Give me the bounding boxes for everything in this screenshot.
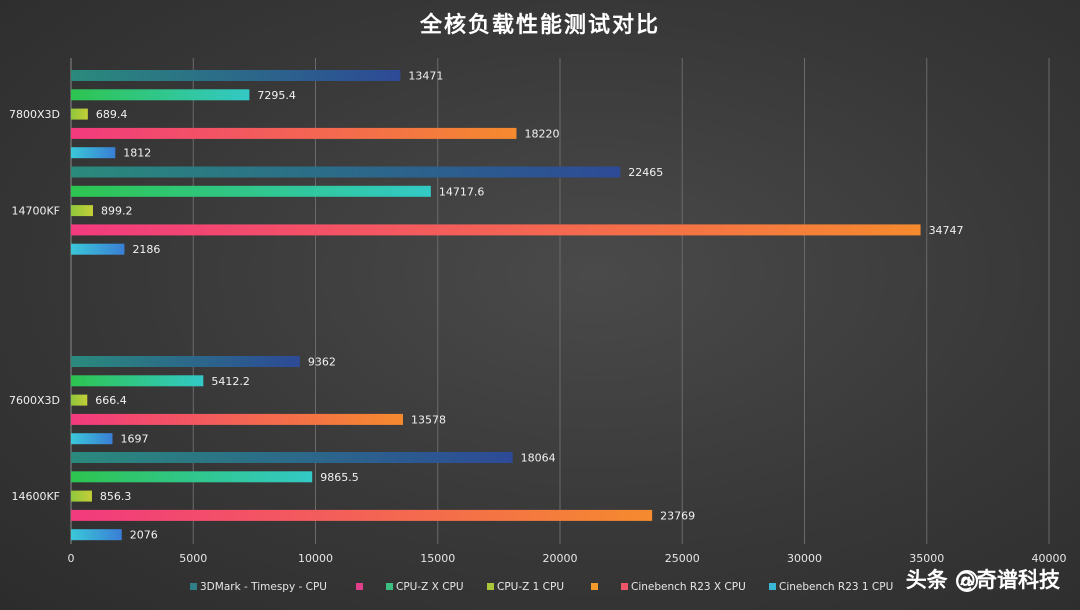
x-tick-label: 20000	[543, 552, 578, 565]
bar	[71, 490, 92, 502]
category-label: 14700KF	[11, 205, 60, 218]
bar	[71, 413, 403, 425]
data-label: 1812	[123, 147, 151, 160]
legend-marker	[621, 583, 628, 590]
bar	[71, 433, 113, 445]
bar	[71, 89, 250, 101]
data-label: 856.3	[100, 490, 132, 503]
legend-marker	[386, 583, 393, 590]
x-tick-label: 40000	[1032, 552, 1067, 565]
category-label: 14600KF	[11, 490, 60, 503]
x-tick-label: 25000	[665, 552, 700, 565]
bar	[71, 147, 116, 159]
watermark-logo-mark	[960, 577, 974, 586]
bar	[71, 205, 93, 217]
data-label: 689.4	[96, 108, 128, 121]
data-label: 2076	[130, 529, 158, 542]
category-label: 7800X3D	[9, 108, 60, 121]
data-label: 22465	[628, 166, 663, 179]
data-label: 7295.4	[257, 89, 296, 102]
data-label: 899.2	[101, 205, 133, 218]
x-tick-label: 10000	[298, 552, 333, 565]
data-label: 18064	[521, 452, 556, 465]
bar	[71, 375, 204, 387]
bar	[71, 108, 88, 120]
bar	[71, 471, 313, 483]
bar	[71, 356, 300, 367]
axes: 0 5000 10000 15000 20000 25000 30000 35000 40000…	[9, 58, 1067, 565]
bar	[71, 243, 125, 255]
gridlines	[192, 58, 1050, 544]
bar	[71, 509, 653, 521]
data-label: 666.4	[95, 394, 127, 407]
legend-marker	[487, 583, 494, 590]
legend-label: CPU-Z X CPU	[396, 581, 464, 593]
bar	[71, 394, 88, 406]
bar	[71, 166, 621, 178]
watermark: 头条 @奇谱科技	[906, 568, 1061, 592]
bar	[71, 70, 401, 81]
category-label: 7600X3D	[9, 394, 60, 407]
bar	[71, 185, 431, 197]
bar	[71, 529, 122, 541]
bar	[71, 224, 921, 236]
data-label: 1697	[120, 433, 148, 446]
legend-marker	[190, 583, 197, 590]
data-labels: 13471 22465 9362 18064 7295.4 14717.6 5412.2 98…	[95, 70, 963, 542]
x-tick-label: 15000	[420, 552, 455, 565]
legend-label: Cinebench R23 X CPU	[631, 581, 746, 593]
data-label: 23769	[660, 509, 695, 522]
legend-label: Cinebench R23 1 CPU	[779, 581, 893, 593]
x-tick-label: 0	[68, 552, 75, 565]
bar	[71, 452, 513, 463]
data-label: 13578	[411, 413, 446, 426]
x-tick-label: 5000	[179, 552, 207, 565]
legend-marker	[356, 583, 363, 590]
data-label: 18220	[524, 127, 559, 140]
data-label: 34747	[929, 224, 964, 237]
legend: 3DMark - Timespy - CPU CPU-Z X CPU CPU-Z 1…	[190, 581, 893, 593]
bar	[71, 127, 517, 139]
data-label: 9865.5	[320, 471, 359, 484]
data-label: 9362	[308, 356, 336, 369]
legend-marker	[591, 583, 598, 590]
data-label: 14717.6	[439, 185, 485, 198]
legend-label: CPU-Z 1 CPU	[497, 581, 564, 593]
watermark-logo-icon	[956, 570, 978, 592]
watermark-text: 头条 @奇谱科技	[906, 568, 1061, 592]
bars	[71, 70, 921, 541]
legend-label: 3DMark - Timespy - CPU	[200, 581, 327, 593]
legend-marker	[769, 583, 776, 590]
data-label: 2186	[132, 243, 160, 256]
data-label: 5412.2	[211, 375, 250, 388]
chart-title: 全核负载性能测试对比	[419, 12, 660, 38]
x-tick-label: 30000	[787, 552, 822, 565]
data-label: 13471	[408, 70, 443, 83]
x-tick-label: 35000	[909, 552, 944, 565]
